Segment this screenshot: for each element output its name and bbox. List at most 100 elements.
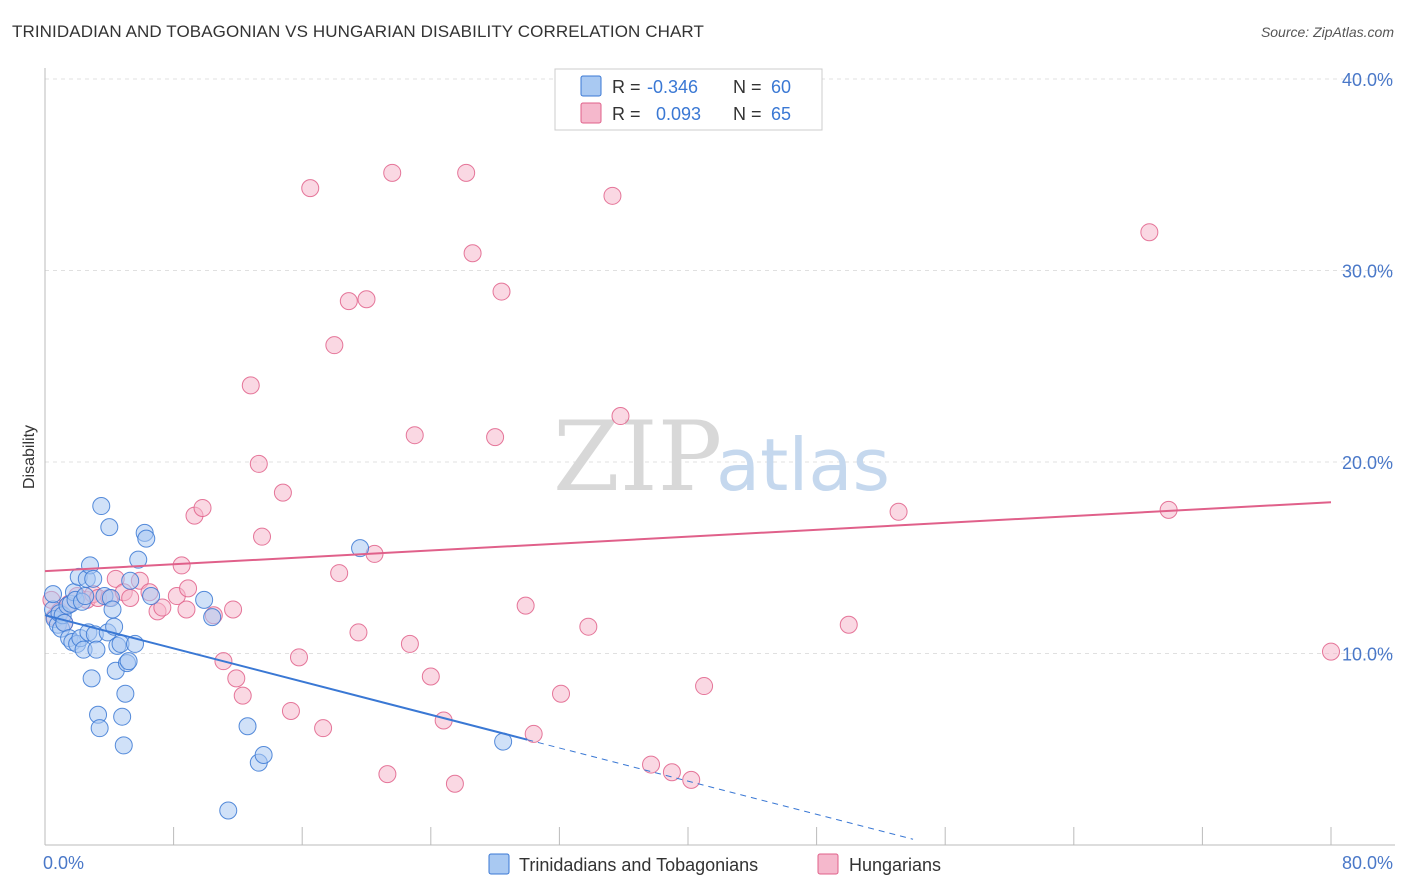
hungarian-point-31 — [273, 483, 292, 502]
chart-title: TRINIDADIAN AND TOBAGONIAN VS HUNGARIAN … — [12, 22, 704, 41]
legend-blue-r-label: R = — [612, 77, 641, 97]
hungarian-point-18 — [172, 556, 191, 575]
grid-lines — [45, 78, 1395, 654]
trinidadian-point-28 — [90, 719, 109, 738]
hungarian-point-44 — [400, 634, 419, 653]
trinidadian-point-46 — [129, 550, 148, 569]
trinidadian-point-44 — [121, 571, 140, 590]
trinidadian-point-7 — [55, 613, 74, 632]
hungarian-point-26 — [227, 669, 246, 688]
trinidadian-point-29 — [92, 497, 111, 516]
trinidadian-point-52 — [219, 801, 238, 820]
hungarian-point-25 — [224, 600, 243, 619]
watermark-zip: ZIP — [553, 401, 722, 513]
hungarian-point-16 — [153, 598, 172, 617]
legend-stats: R = -0.346 N = 60 R = 0.093 N = 65 — [554, 68, 823, 131]
hungarian-point-33 — [289, 648, 308, 667]
legend-pink-swatch — [580, 102, 602, 124]
hungarian-point-45 — [405, 426, 424, 445]
trinidadian-point-43 — [119, 652, 138, 671]
hungarian-point-42 — [378, 765, 397, 784]
legend-pink-n-label: N = — [733, 104, 762, 124]
hungarian-point-65 — [1140, 223, 1159, 242]
hungarian-point-52 — [492, 282, 511, 301]
legend-pink-r-label: R = — [612, 104, 641, 124]
x-tick-label-0: 0.0% — [43, 853, 84, 873]
watermark: ZIP atlas — [553, 401, 890, 513]
trinidadian-point-41 — [116, 684, 135, 703]
x-tick-label-1: 80.0% — [1342, 853, 1393, 873]
hungarian-point-20 — [179, 579, 198, 598]
legend-blue-r-value: -0.346 — [647, 77, 698, 97]
trinidadian-point-51 — [203, 608, 222, 627]
y-axis-label: Disability — [21, 425, 38, 489]
legend-blue-n-value: 60 — [771, 77, 791, 97]
legend-pink-r-value: 0.093 — [656, 104, 701, 124]
hungarian-point-32 — [281, 701, 300, 720]
hungarian-point-22 — [193, 498, 212, 517]
y-tick-label-2: 30.0% — [1342, 262, 1393, 282]
hungarian-point-39 — [349, 623, 368, 642]
hungarian-point-43 — [383, 163, 402, 182]
hungarian-trend-line — [44, 501, 1332, 573]
hungarian-point-40 — [357, 290, 376, 309]
hungarian-point-27 — [233, 686, 252, 705]
trinidadian-point-1 — [44, 585, 63, 604]
trinidadian-point-50 — [195, 590, 214, 609]
trinidadian-point-19 — [76, 587, 95, 606]
legend-series-blue-label: Trinidadians and Tobagonians — [519, 855, 758, 875]
y-tick-label-0: 10.0% — [1342, 645, 1393, 665]
trinidadian-point-40 — [114, 736, 133, 755]
hungarian-point-55 — [552, 684, 571, 703]
trinidadian-point-32 — [100, 518, 119, 537]
hungarian-point-53 — [516, 596, 535, 615]
hungarian-point-36 — [325, 336, 344, 355]
legend-blue-n-label: N = — [733, 77, 762, 97]
hungarian-point-67 — [1322, 642, 1340, 661]
trend-lines — [44, 501, 1332, 840]
series-trinidadians — [44, 497, 513, 820]
hungarian-point-59 — [642, 755, 661, 774]
hungarian-point-46 — [421, 667, 440, 686]
hungarian-point-60 — [662, 763, 681, 782]
hungarian-point-54 — [524, 724, 543, 743]
trinidadian-point-26 — [87, 640, 106, 659]
legend-blue-swatch — [580, 75, 602, 97]
hungarian-point-51 — [486, 428, 505, 447]
hungarian-point-35 — [314, 719, 333, 738]
hungarian-point-64 — [889, 502, 908, 521]
trinidadian-point-39 — [113, 707, 132, 726]
hungarian-point-48 — [445, 774, 464, 793]
trinidadian-trend-extension — [527, 739, 914, 840]
hungarian-point-62 — [695, 677, 714, 696]
legend-series-pink-swatch — [817, 853, 839, 875]
hungarian-point-50 — [463, 244, 482, 263]
legend-pink-n-value: 65 — [771, 104, 791, 124]
axes — [44, 68, 1395, 846]
hungarian-point-12 — [121, 588, 140, 607]
trinidadian-point-56 — [351, 539, 370, 558]
trinidadian-point-53 — [238, 717, 257, 736]
hungarian-point-63 — [839, 615, 858, 634]
hungarian-point-19 — [177, 600, 196, 619]
hungarian-point-58 — [611, 407, 630, 426]
trinidadian-trend-line — [44, 614, 528, 741]
trinidadian-point-49 — [142, 587, 161, 606]
y-tick-label-3: 40.0% — [1342, 70, 1393, 90]
hungarian-point-37 — [330, 564, 349, 583]
trinidadian-point-48 — [137, 529, 156, 548]
trinidadian-point-55 — [254, 745, 273, 764]
y-tick-labels: 10.0% 20.0% 30.0% 40.0% — [1342, 70, 1393, 665]
hungarian-point-28 — [241, 376, 260, 395]
x-tick-labels: 0.0% 80.0% — [43, 853, 1393, 873]
trinidadian-point-23 — [82, 669, 101, 688]
legend-series-pink-label: Hungarians — [849, 855, 941, 875]
trinidadian-point-34 — [103, 600, 122, 619]
hungarian-point-29 — [249, 454, 268, 473]
hungarian-point-34 — [301, 179, 320, 198]
hungarian-point-38 — [339, 292, 358, 311]
hungarian-point-57 — [603, 186, 622, 205]
hungarian-point-49 — [457, 163, 476, 182]
y-tick-label-1: 20.0% — [1342, 453, 1393, 473]
